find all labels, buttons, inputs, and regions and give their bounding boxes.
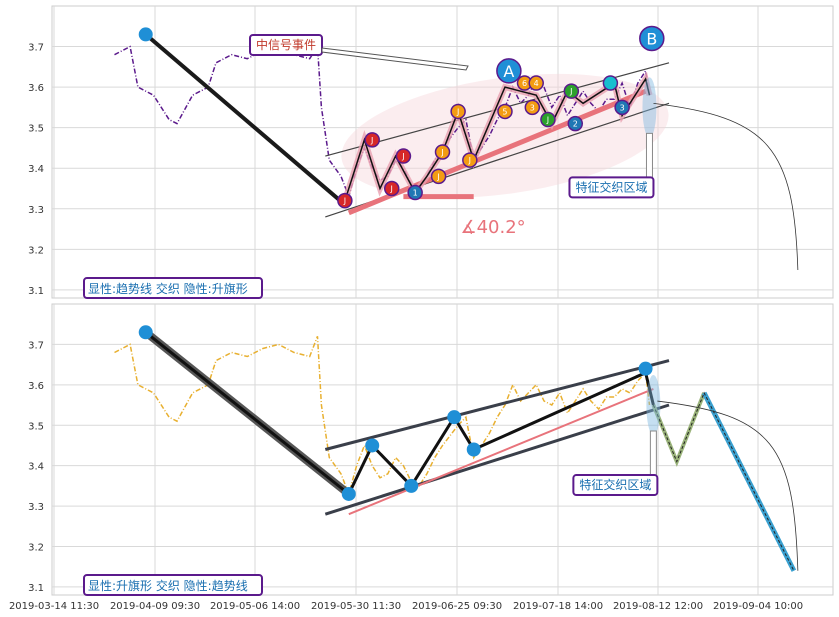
price-series (114, 336, 651, 497)
node-marker (341, 486, 356, 501)
legend-box (83, 277, 263, 299)
projection-curve (653, 102, 799, 271)
y-tick-label: 3.7 (28, 43, 44, 54)
main-trend-line (144, 32, 347, 207)
node-marker (567, 115, 584, 132)
main-trend-line (144, 331, 350, 496)
legend-box (83, 574, 263, 596)
node-marker-label: J (569, 87, 572, 96)
node-marker (364, 132, 380, 148)
angle-label: ∡40.2° (460, 217, 525, 238)
event-arrow (321, 47, 469, 71)
node-marker-label: J (401, 152, 404, 161)
zone-highlight (646, 375, 661, 436)
node-marker (602, 75, 619, 91)
marker-a-label: A (503, 62, 514, 81)
node-marker (540, 111, 556, 128)
node-marker-label: J (370, 136, 373, 145)
marker-b (639, 25, 665, 52)
y-tick-label: 3.5 (28, 124, 44, 135)
zone-arrow (645, 132, 653, 178)
node-marker-label: 4 (534, 79, 539, 88)
y-tick-label: 3.1 (28, 583, 44, 594)
zone-label: 特征交织区域 (579, 477, 651, 492)
zone-label-box (568, 176, 655, 199)
node-marker (407, 184, 423, 201)
marker-a (496, 58, 522, 84)
legend-label: 显性:升旗形 交织 隐性:趋势线 (88, 578, 248, 593)
y-tick-label: 3.3 (28, 502, 44, 513)
node-marker (638, 361, 653, 376)
node-marker (430, 168, 447, 185)
node-marker (462, 152, 478, 168)
node-marker-label: 5 (502, 107, 507, 116)
node-marker (524, 99, 541, 116)
y-tick-label: 3.3 (28, 205, 44, 216)
trend-line (348, 387, 654, 516)
lower-channel-line (324, 403, 670, 516)
zone-highlight (642, 77, 657, 138)
y-tick-label: 3.4 (28, 462, 44, 473)
x-tick-label: 2019-06-25 09:30 (412, 601, 502, 612)
node-marker (528, 75, 544, 91)
node-marker-label: J (390, 185, 393, 194)
event-label-box (249, 34, 323, 56)
highlight-ellipse (341, 73, 669, 198)
node-marker (434, 144, 451, 160)
x-tick-label: 2019-03-14 11:30 (9, 601, 99, 612)
node-marker (447, 410, 462, 425)
node-marker-label: 6 (522, 79, 527, 88)
node-marker-label: 3 (620, 103, 625, 112)
x-tick-label: 2019-04-09 09:30 (110, 601, 200, 612)
y-tick-label: 3.5 (28, 421, 44, 432)
y-tick-label: 3.2 (28, 543, 44, 554)
node-marker (365, 438, 380, 453)
x-tick-label: 2019-07-18 14:00 (513, 601, 603, 612)
x-tick-label: 2019-08-12 12:00 (613, 601, 703, 612)
top-panel: 3.1 3.2 3.3 3.4 3.5 3.6 3.7 J J J J 1 J J J J 5 6 4 3 J J 2 3 A B… (28, 5, 834, 299)
node-marker (383, 180, 400, 197)
node-marker (138, 325, 153, 340)
node-marker-label: J (440, 148, 443, 157)
zone-label: 特征交织区域 (575, 179, 647, 194)
node-marker-label: J (456, 107, 459, 116)
start-marker (138, 27, 153, 42)
zone-arrow (649, 430, 657, 476)
y-tick-label: 3.6 (28, 381, 44, 392)
node-marker (614, 99, 630, 116)
node-marker-label: J (436, 172, 439, 181)
node-marker (450, 103, 466, 120)
node-marker (466, 442, 481, 457)
node-marker-label: 3 (530, 103, 535, 112)
x-tick-label: 2019-09-04 10:00 (713, 601, 803, 612)
node-marker (563, 83, 580, 99)
projection-curve (657, 400, 799, 571)
y-tick-label: 3.2 (28, 245, 44, 256)
x-tick-label: 2019-05-06 14:00 (210, 601, 300, 612)
event-label: 中信号事件 (256, 37, 316, 52)
node-marker-label: 1 (413, 189, 418, 198)
y-tick-label: 3.4 (28, 164, 44, 175)
node-marker-label: J (546, 116, 549, 125)
node-marker (395, 148, 412, 164)
y-tick-label: 3.6 (28, 83, 44, 94)
node-marker (497, 103, 513, 120)
x-tick-label: 2019-05-30 11:30 (311, 601, 401, 612)
node-marker-label: J (343, 197, 346, 206)
marker-b-label: B (646, 29, 657, 48)
zone-label-box (572, 474, 659, 497)
y-tick-label: 3.1 (28, 286, 44, 297)
forecast-line (652, 391, 795, 572)
y-tick-label: 3.7 (28, 340, 44, 351)
node-marker-label: 2 (573, 120, 578, 129)
upper-channel-line (324, 359, 670, 451)
node-marker (337, 192, 353, 209)
node-marker-label: J (468, 156, 471, 165)
node-marker (404, 478, 419, 493)
legend-label: 显性:趋势线 交织 隐性:升旗形 (88, 281, 248, 296)
